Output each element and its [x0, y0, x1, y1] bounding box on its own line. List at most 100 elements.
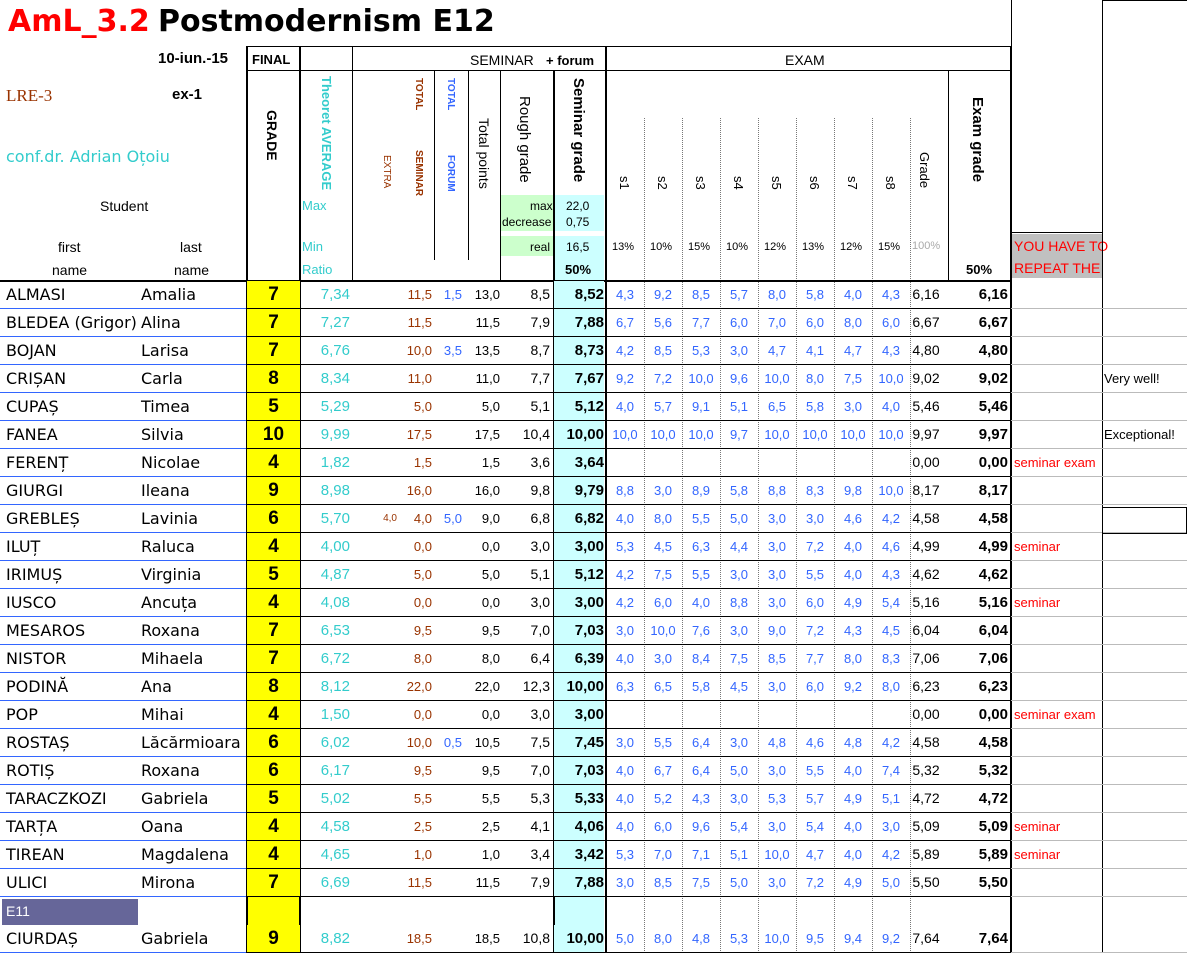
grade-pct: 100%: [912, 240, 941, 252]
subject-score-7: 8,0: [843, 315, 863, 330]
subject-score-4: 3,0: [729, 623, 749, 638]
rough-grade: 5,1: [530, 566, 550, 582]
rough-grade: 5,1: [530, 398, 550, 414]
subject-score-1: 4,0: [615, 763, 635, 778]
student-last-name: Carla: [141, 369, 183, 388]
subject-score-1: 4,3: [615, 287, 635, 302]
total-points: 9,5: [481, 763, 500, 778]
total-seminar: 11,5: [407, 315, 432, 330]
subject-score-7: 4,9: [843, 595, 863, 610]
theoret-average: 8,34: [320, 370, 350, 387]
exam-weighted-grade: 6,67: [912, 314, 940, 330]
extra-points: [353, 785, 397, 812]
subject-score-1: 5,3: [615, 847, 635, 862]
subject-score-2: 8,5: [653, 875, 673, 890]
subject-weight-3: 15%: [688, 241, 711, 253]
student-last-name: Ileana: [141, 481, 190, 500]
extra-points: [353, 337, 397, 364]
subject-score-3: 7,6: [691, 623, 711, 638]
seminar-grade: 10,00: [554, 925, 604, 952]
exam-grade: 6,67: [978, 314, 1008, 331]
rough-grade: 8,5: [530, 286, 550, 302]
subject-score-6: 5,7: [805, 791, 825, 806]
total-forum: [432, 869, 462, 896]
student-last-name: Silvia: [141, 425, 184, 444]
total-seminar: 5,5: [413, 791, 432, 806]
student-first-name: IUSCO: [6, 593, 57, 612]
rough-grade: 7,7: [530, 370, 550, 386]
subject-score-1: 8,8: [615, 483, 635, 498]
total-seminar: 11,5: [407, 287, 432, 302]
extra-points: [353, 589, 397, 616]
student-first-name: TARACZKOZI: [6, 789, 107, 808]
subject-score-2: 6,5: [653, 679, 673, 694]
total-points: 5,0: [481, 399, 500, 414]
seminar-grade: 5,12: [554, 393, 604, 420]
subject-score-7: 4,0: [843, 567, 863, 582]
total-seminar: 11,0: [407, 371, 432, 386]
seminar-grade: 7,88: [554, 869, 604, 896]
subject-score-4: 8,8: [729, 595, 749, 610]
repeat-note: seminar exam: [1014, 455, 1096, 470]
subject-score-8: 9,2: [881, 931, 901, 946]
exam-grade: 5,32: [978, 762, 1008, 779]
last-label: last: [180, 239, 202, 255]
exam-weighted-grade: 4,99: [912, 538, 940, 554]
theoret-average: 1,82: [320, 454, 350, 471]
subject-score-3: 5,3: [691, 343, 711, 358]
decrease-label: decrease: [502, 215, 552, 229]
subject-score-4: 5,3: [729, 931, 749, 946]
final-grade: 6: [247, 757, 300, 784]
last-name-label: name: [174, 262, 210, 278]
subject-score-2: 3,0: [653, 483, 673, 498]
seminar-grade: 3,00: [554, 701, 604, 728]
total-seminar: 18,5: [406, 931, 432, 946]
subject-score-8: [872, 701, 910, 728]
subject-score-4: [720, 449, 758, 476]
subject-score-8: [872, 449, 910, 476]
exam-weighted-grade: 5,46: [912, 398, 940, 414]
subject-score-4: 4,4: [729, 539, 749, 554]
subject-score-5: 8,0: [767, 287, 787, 302]
seminar-grade: 8,52: [554, 281, 604, 308]
exam-grade: 0,00: [978, 706, 1008, 723]
repeat-note: seminar: [1014, 539, 1061, 554]
exam-grade: 7,64: [978, 930, 1008, 947]
selected-cell[interactable]: [1102, 507, 1187, 534]
student-first-name: ILUȚ: [6, 537, 41, 556]
subject-score-2: 10,0: [650, 427, 676, 442]
extra-points: [353, 617, 397, 644]
total-seminar: 10,0: [406, 735, 432, 750]
subject-score-1: 4,0: [615, 819, 635, 834]
subject-score-7: 4,0: [843, 819, 863, 834]
subject-score-3: 10,0: [688, 427, 714, 442]
total-points: 0,0: [481, 595, 500, 610]
subject-score-4: 5,8: [729, 483, 749, 498]
student-label: Student: [100, 198, 149, 214]
subject-score-5: 5,3: [767, 791, 787, 806]
course-code: AmL_3.2: [8, 4, 150, 39]
subject-score-3: 7,5: [691, 875, 711, 890]
seminar-grade: 5,12: [554, 561, 604, 588]
total-forum: [432, 449, 462, 476]
final-grade: 4: [247, 589, 300, 616]
rough-grade: 7,9: [530, 874, 550, 890]
rough-grade: 7,9: [530, 314, 550, 330]
seminar-grade: 3,64: [554, 449, 604, 476]
final-grade: 5: [247, 561, 300, 588]
subject-score-5: 6,5: [767, 399, 787, 414]
min-label: Min: [302, 239, 323, 254]
total-points: 13,5: [474, 343, 500, 358]
subject-score-2: [644, 449, 682, 476]
seminar-grade: 7,67: [554, 365, 604, 392]
total-points: 17,5: [474, 427, 500, 442]
subject-score-8: 10,0: [878, 371, 904, 386]
extra-points: [353, 869, 397, 896]
final-grade: 7: [247, 869, 300, 896]
subject-score-8: 5,4: [881, 595, 901, 610]
total-forum: 5,0: [443, 511, 462, 526]
extra-points: [353, 281, 397, 308]
total-points: 2,5: [481, 819, 500, 834]
total-seminar: 9,5: [413, 763, 432, 778]
subject-score-1: [606, 701, 644, 728]
